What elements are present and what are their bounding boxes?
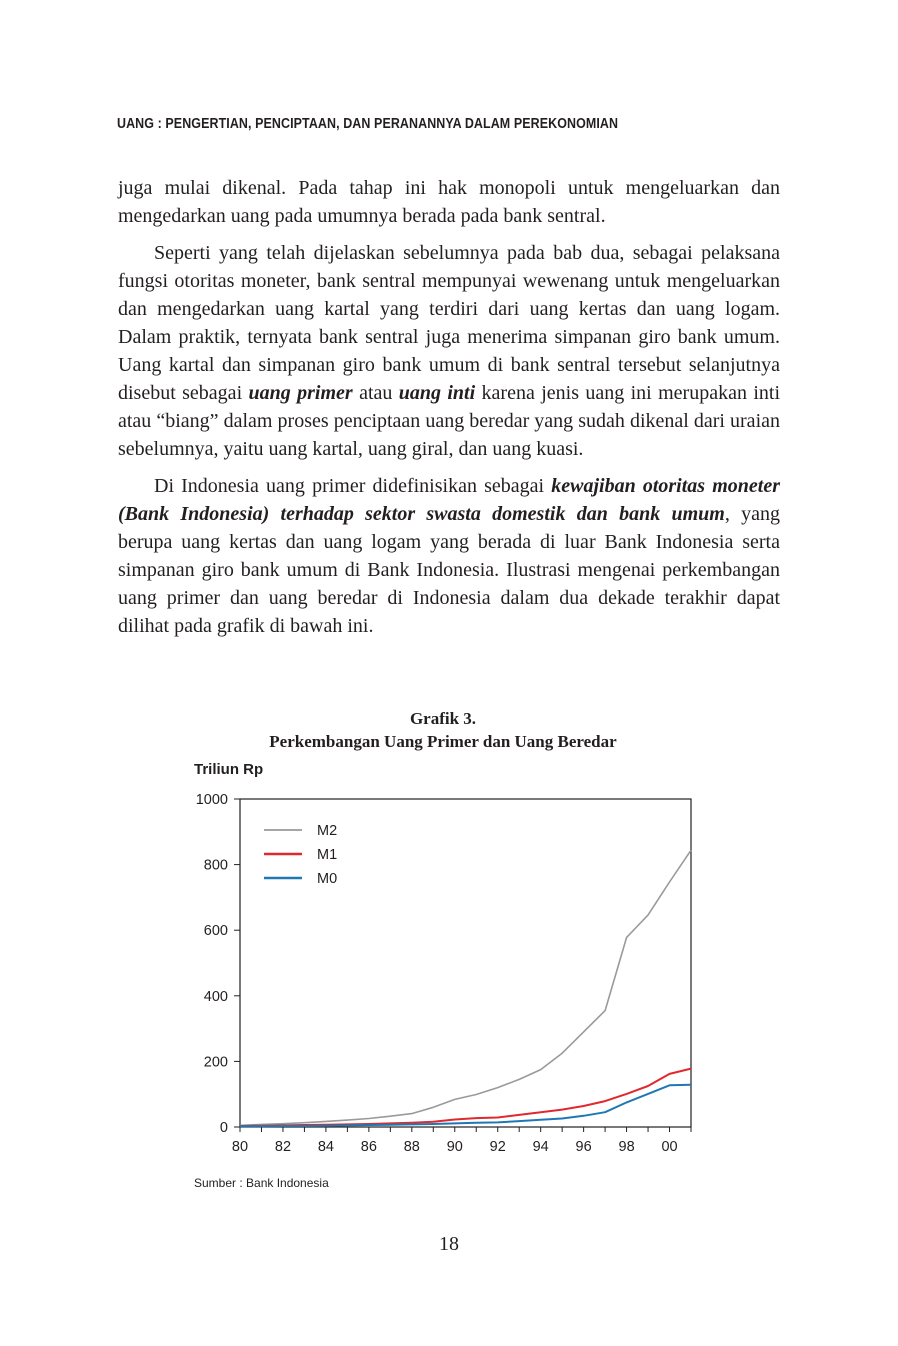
x-tick-label: 96: [576, 1139, 592, 1155]
paragraph-3-text-a: Di Indonesia uang primer didefinisikan s…: [154, 475, 552, 497]
paragraph-3-text-b: , yang berupa uang kertas dan uang logam…: [118, 503, 780, 637]
y-tick-label: 800: [204, 858, 228, 874]
definition-emphasis: kewajiban otoritas moneter (Bank Indones…: [118, 475, 780, 525]
y-tick-label: 0: [220, 1120, 228, 1136]
legend-label-m0: M0: [317, 871, 337, 887]
figure-source: Sumber : Bank Indonesia: [194, 1176, 329, 1190]
figure-label: Grafik 3.: [409, 709, 477, 728]
legend-label-m2: M2: [317, 823, 337, 839]
x-tick-label: 86: [361, 1139, 377, 1155]
x-tick-label: 84: [318, 1139, 334, 1155]
figure-title: Perkembangan Uang Primer dan Uang Bereda…: [269, 732, 617, 751]
x-tick-label: 88: [404, 1139, 420, 1155]
y-axis-label: Triliun Rp: [194, 761, 263, 778]
paragraph-2: Seperti yang telah dijelaskan sebelumnya…: [118, 239, 780, 463]
x-tick-label: 00: [661, 1139, 677, 1155]
paragraph-2-text-a: Seperti yang telah dijelaskan sebelumnya…: [118, 242, 780, 404]
series-line-m2: [239, 849, 692, 1127]
line-chart: Triliun Rp 0 200 400 600 800 1000 80 82 84 86 88 90…: [194, 761, 692, 1155]
paragraph-1: juga mulai dikenal. Pada tahap ini hak m…: [118, 177, 780, 227]
y-tick-label: 400: [204, 989, 228, 1005]
running-head: UANG : PENGERTIAN, PENCIPTAAN, DAN PERAN…: [117, 116, 619, 132]
x-tick-label: 80: [232, 1139, 248, 1155]
chart-container: Triliun Rp 0 200 400 600 800 1000 80 82 84 86 88 90…: [180, 755, 720, 1165]
body-text: juga mulai dikenal. Pada tahap ini hak m…: [118, 174, 780, 649]
x-tick-label: 82: [275, 1139, 291, 1155]
paragraph-3: Di Indonesia uang primer didefinisikan s…: [118, 472, 780, 640]
y-tick-label: 1000: [196, 792, 228, 808]
paragraph-2-text-b: atau: [352, 382, 399, 404]
x-tick-label: 92: [490, 1139, 506, 1155]
figure-caption: Grafik 3. Perkembangan Uang Primer dan U…: [118, 707, 768, 753]
plot-frame: [239, 798, 692, 1128]
y-tick-label: 600: [204, 923, 228, 939]
term-uang-primer: uang primer: [248, 382, 353, 404]
y-tick-label: 200: [204, 1054, 228, 1070]
x-tick-label: 98: [619, 1139, 635, 1155]
term-uang-inti: uang inti: [398, 382, 476, 404]
page-number: 18: [439, 1233, 459, 1255]
x-tick-label: 90: [447, 1139, 463, 1155]
legend-label-m1: M1: [317, 847, 337, 863]
series-line-m0: [240, 1083, 692, 1128]
paragraph-2-text-c: karena jenis uang ini merupakan inti ata…: [118, 382, 780, 460]
x-tick-label: 94: [533, 1139, 549, 1155]
